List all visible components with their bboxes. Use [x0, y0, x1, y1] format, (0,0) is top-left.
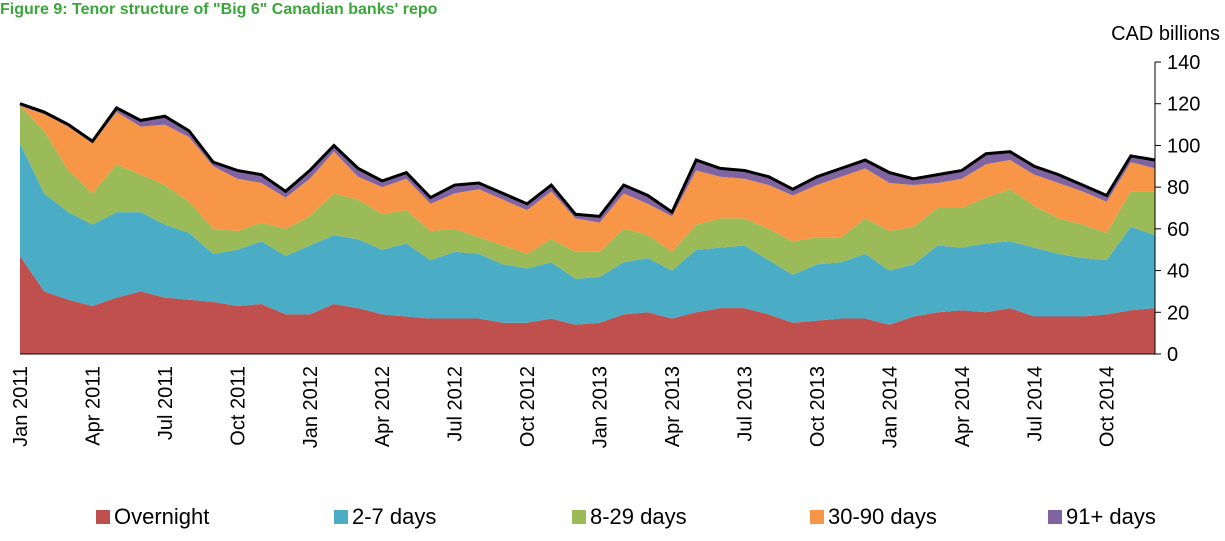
legend-label: 30-90 days [828, 504, 937, 529]
area [20, 105, 1155, 254]
legend-swatch [334, 510, 348, 524]
x-tick-label: Apr 2014 [952, 366, 974, 447]
legend-swatch [1048, 510, 1062, 524]
x-tick-label: Jan 2014 [879, 366, 901, 448]
x-tick-label: Jul 2012 [445, 366, 467, 442]
x-tick-label: Oct 2011 [227, 366, 249, 446]
area [20, 143, 1155, 325]
area [20, 255, 1155, 354]
x-tick-label: Apr 2013 [662, 366, 684, 447]
legend-label: Overnight [114, 504, 209, 529]
x-tick-label: Oct 2014 [1097, 366, 1119, 447]
chart-title: Figure 9: Tenor structure of "Big 6" Can… [0, 1, 438, 18]
total-outline [19, 102, 1156, 218]
x-tick-label: Jul 2013 [734, 366, 756, 442]
y-tick-label: 60 [1167, 219, 1189, 241]
x-tick-label: Jan 2011 [10, 366, 32, 447]
y-axis-label: CAD billions [1111, 23, 1220, 45]
legend-swatch [96, 510, 110, 524]
y-tick-label: 100 [1167, 135, 1200, 157]
y-tick-label: 120 [1167, 94, 1200, 116]
x-tick-label: Jul 2014 [1024, 366, 1046, 442]
x-tick-label: Oct 2013 [807, 366, 829, 447]
legend-swatch [810, 510, 824, 524]
area [20, 105, 1155, 279]
x-tick-label: Jul 2011 [155, 366, 177, 440]
legend-label: 2-7 days [352, 504, 436, 529]
legend-label: 8-29 days [590, 504, 687, 529]
legend-swatch [572, 510, 586, 524]
x-tick-label: Apr 2012 [372, 366, 394, 447]
y-tick-label: 40 [1167, 261, 1189, 283]
y-tick-label: 20 [1167, 302, 1189, 324]
x-tick-label: Jan 2013 [590, 366, 612, 448]
x-tick-label: Apr 2011 [82, 366, 104, 446]
y-tick-label: 80 [1167, 177, 1189, 199]
legend-label: 91+ days [1066, 504, 1156, 529]
x-tick-label: Jan 2012 [300, 366, 322, 448]
x-tick-label: Oct 2012 [517, 366, 539, 447]
y-tick-label: 0 [1167, 344, 1178, 366]
y-tick-label: 140 [1167, 52, 1200, 74]
